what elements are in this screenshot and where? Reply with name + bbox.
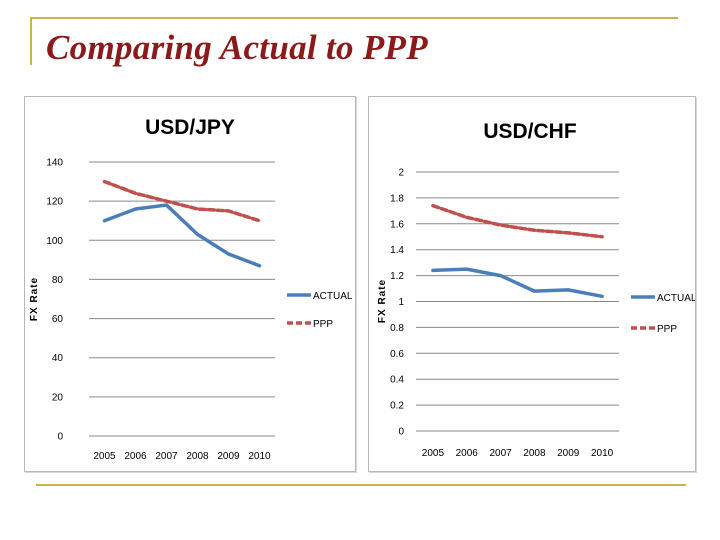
data-point-ppp	[465, 216, 468, 219]
y-tick-label: 60	[52, 314, 64, 325]
x-tick-label: 2005	[422, 448, 445, 459]
data-point-actual	[499, 274, 502, 277]
data-point-ppp	[227, 210, 230, 212]
y-tick-label: 120	[46, 197, 63, 208]
data-point-ppp	[533, 229, 536, 232]
y-tick-label: 20	[52, 392, 64, 403]
data-point-ppp	[196, 208, 199, 210]
data-point-ppp	[134, 192, 137, 195]
legend-label-ppp: PPP	[657, 324, 677, 335]
y-tick-label: 1.2	[390, 271, 404, 282]
data-point-actual	[227, 253, 230, 255]
bottom-accent-rule	[36, 484, 686, 486]
x-tick-label: 2010	[591, 448, 614, 459]
chart-title: USD/CHF	[483, 120, 577, 143]
y-tick-label: 2	[398, 168, 404, 179]
series-line-ppp	[102, 179, 262, 223]
data-point-actual	[165, 204, 168, 206]
series-line-ppp	[431, 203, 604, 239]
legend-label-ppp: PPP	[313, 319, 333, 330]
y-tick-label: 0	[398, 427, 404, 438]
chart-usd-jpy: USD/JPY FX Rate 0 20 40 60 80 100 120 140 2005 2006…	[29, 116, 353, 462]
x-tick-label: 2010	[248, 451, 271, 462]
x-tick-label: 2007	[489, 448, 512, 459]
data-point-actual	[134, 208, 137, 210]
data-point-ppp	[567, 232, 570, 234]
x-tick-label: 2007	[155, 451, 178, 462]
data-point-ppp	[432, 204, 434, 207]
y-tick-label: 100	[46, 236, 63, 247]
x-tick-label: 2005	[93, 451, 116, 462]
x-tick-label: 2008	[523, 448, 546, 459]
y-tick-label: 1	[398, 297, 404, 308]
y-tick-label: 0.2	[390, 401, 404, 412]
legend-label-actual: ACTUAL	[657, 293, 695, 304]
y-tick-label: 0.8	[390, 323, 404, 334]
y-tick-label: 1.8	[390, 193, 404, 204]
data-point-actual	[196, 233, 199, 236]
data-point-ppp	[165, 200, 168, 202]
y-tick-label: 0.6	[390, 349, 404, 360]
x-tick-label: 2009	[557, 448, 580, 459]
data-point-actual	[601, 295, 603, 298]
x-tick-label: 2008	[186, 451, 209, 462]
chart-panel-usd-chf: USD/CHF FX Rate 0 0.2 0.4 0.6 0.8 1 1.2 1.4 1.6 1.8…	[368, 96, 697, 472]
data-point-ppp	[499, 224, 502, 226]
data-point-actual	[432, 269, 434, 272]
y-tick-label: 80	[52, 275, 64, 286]
y-tick-label: 1.4	[390, 245, 404, 256]
x-tick-label: 2009	[217, 451, 240, 462]
chart-usd-chf: USD/CHF FX Rate 0 0.2 0.4 0.6 0.8 1 1.2 1.4 1.6 1.8…	[377, 120, 697, 459]
series-line-actual	[431, 267, 604, 299]
x-tick-label: 2006	[456, 448, 479, 459]
data-point-actual	[567, 289, 570, 291]
data-point-actual	[465, 268, 468, 270]
chart-panel-usd-jpy: USD/JPY FX Rate 0 20 40 60 80 100 120 140 2005 2006…	[24, 96, 356, 472]
legend-label-actual: ACTUAL	[313, 291, 353, 302]
y-tick-label: 140	[46, 158, 63, 169]
data-point-actual	[533, 290, 536, 292]
y-tick-label: 0	[57, 432, 63, 443]
slide-title: Comparing Actual to PPP	[46, 28, 428, 67]
x-tick-label: 2006	[124, 451, 147, 462]
chart-title: USD/JPY	[145, 116, 235, 139]
y-tick-label: 0.4	[390, 375, 404, 386]
y-axis-title: FX Rate	[377, 279, 388, 323]
y-tick-label: 40	[52, 353, 64, 364]
y-tick-label: 1.6	[390, 219, 404, 230]
data-point-ppp	[601, 235, 603, 238]
data-point-ppp	[258, 219, 261, 222]
y-axis-title: FX Rate	[29, 277, 40, 321]
data-point-actual	[258, 264, 261, 267]
data-point-ppp	[103, 180, 106, 183]
data-point-actual	[103, 219, 106, 222]
series-line-actual	[102, 203, 262, 268]
top-accent-rule-horizontal	[30, 17, 678, 19]
top-accent-rule-vertical	[30, 17, 32, 65]
